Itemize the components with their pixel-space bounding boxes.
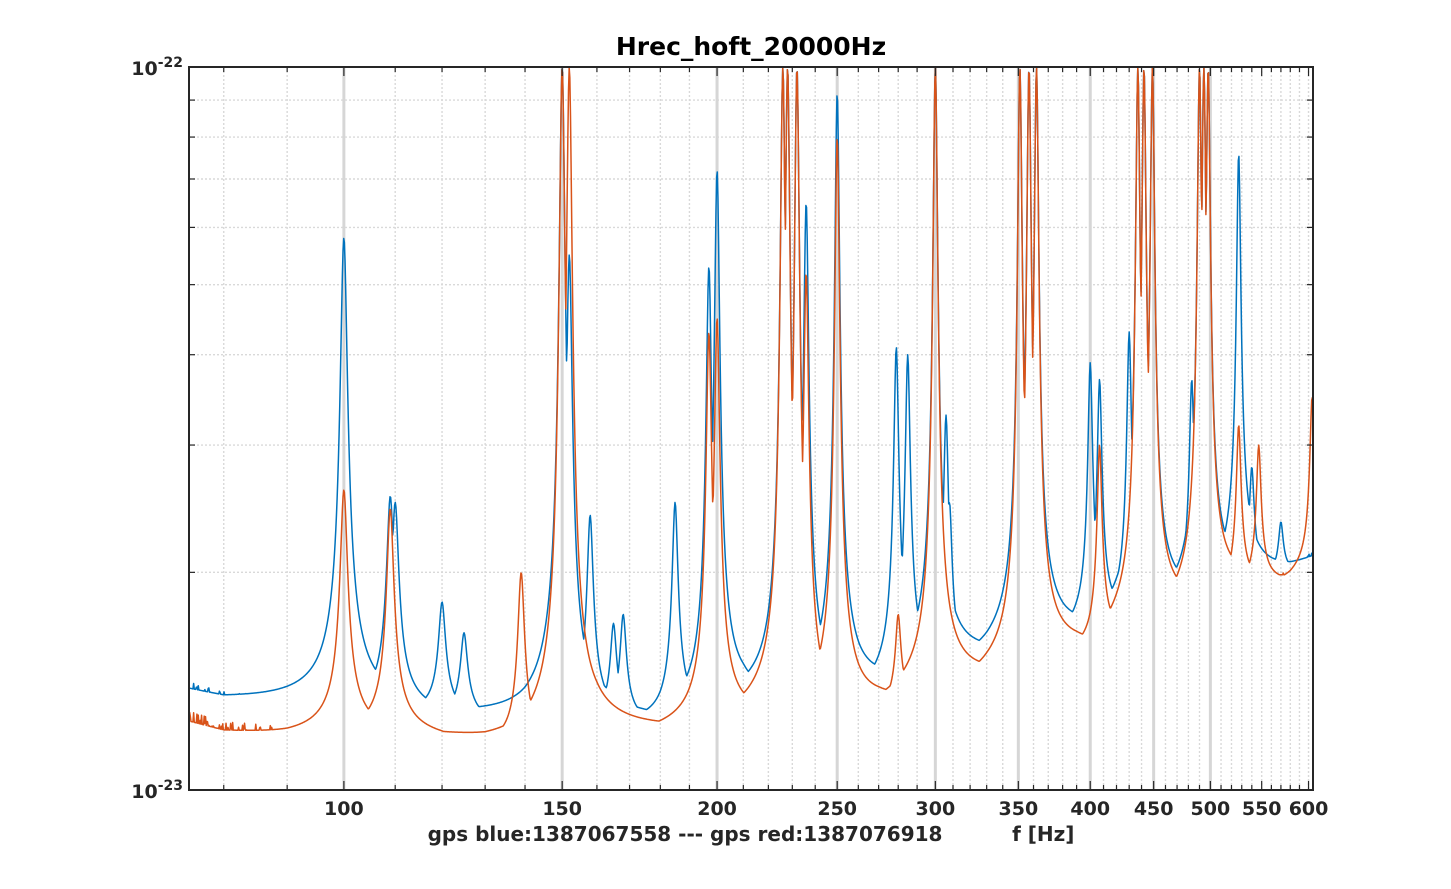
x-tick-label: 450 xyxy=(1134,798,1174,820)
x-tick-label: 300 xyxy=(916,798,956,820)
y-tick-label: 10-22 xyxy=(131,55,183,80)
chart-title: Hrec_hoft_20000Hz xyxy=(616,32,886,61)
x-tick-label: 100 xyxy=(324,798,364,820)
x-tick-label: 350 xyxy=(999,798,1039,820)
series-line-blue xyxy=(189,67,1313,711)
x-tick-label: 150 xyxy=(542,798,582,820)
series-line-red xyxy=(189,67,1313,734)
x-tick-label: 200 xyxy=(697,798,737,820)
x-axis-label: gps blue:1387067558 --- gps red:13870769… xyxy=(428,822,1075,846)
y-tick-labels: 10-23 10-22 xyxy=(131,55,183,803)
x-tick-label: 400 xyxy=(1070,798,1110,820)
x-tick-label: 250 xyxy=(817,798,857,820)
x-tick-labels: 100 150 200 250 300 350 400 450 500 550 600 xyxy=(324,798,1328,820)
y-tick-label: 10-23 xyxy=(131,778,183,803)
axes-box xyxy=(188,66,1314,791)
plot-area xyxy=(189,67,1313,790)
x-tick-label: 500 xyxy=(1191,798,1231,820)
x-tick-label: 550 xyxy=(1242,798,1282,820)
x-tick-label: 600 xyxy=(1289,798,1329,820)
series-group xyxy=(189,67,1313,734)
tick-marks xyxy=(189,67,1313,790)
